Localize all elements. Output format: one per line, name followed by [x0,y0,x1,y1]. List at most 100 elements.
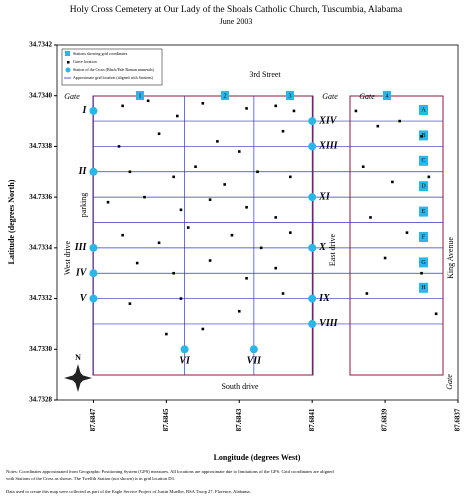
grid-square [419,181,428,192]
legend-label: Stations showing grid coordinates [73,51,128,56]
y-tick-label: 34.7340 [29,91,52,99]
grid-row-label: H [421,285,426,291]
grave-marker [405,231,409,234]
grid-square [136,91,144,100]
grave-marker [245,107,248,110]
grave-marker [256,170,259,174]
y-tick-label: 34.7332 [29,294,52,302]
grid-column-label: 1 [139,93,142,99]
grave-marker [369,216,372,219]
grid-row-label: D [421,184,426,190]
station-label: I [82,105,88,116]
road-label: West drive [63,240,72,275]
station-marker [89,269,98,278]
x-tick-label: 87.6839 [381,408,389,431]
station-marker [180,345,189,354]
note: Data used to create this map were collec… [6,489,251,495]
station-label: V [80,293,88,304]
legend-label: Grave location [73,59,97,64]
grid-square [221,91,229,100]
grid-square [419,105,428,115]
grave-marker [216,140,219,143]
gate-label: Gate [359,92,375,101]
station-label: IX [318,293,330,304]
road-label: South drive [221,382,259,391]
grid-row-label: C [421,158,425,164]
grid-row-label: F [422,234,426,240]
grave-marker [179,208,183,212]
x-tick-label: 87.6847 [89,408,97,431]
title: Holy Cross Cemetery at Our Lady of the S… [70,4,403,15]
north-label: N [75,353,81,362]
grave-marker [237,309,241,313]
grave-marker [274,104,278,108]
grid-square [419,257,428,268]
street-label: 3rd Street [249,70,281,79]
grave-marker [106,200,110,204]
grave-marker [281,292,285,295]
grave-marker [391,180,394,184]
grave-marker [128,302,132,305]
station-marker [308,243,317,252]
grid-row-label: E [422,209,426,215]
legend: Stations showing grid coordinates Grave … [61,48,163,86]
grid-square [419,130,428,141]
grave-marker [292,109,296,113]
grave-marker [121,233,124,237]
grave-marker [245,276,248,280]
station-marker [89,106,98,115]
grave-marker [201,327,205,331]
grave-marker [420,134,423,138]
grave-marker [117,145,121,148]
grid-column-label: 4 [386,93,389,99]
station-marker [308,193,317,202]
station-label: XIV [318,115,338,126]
x-tick-label: 87.6845 [162,408,170,431]
grave-marker [361,165,365,169]
gate-label: Gate [64,92,80,101]
grave-marker [143,195,146,199]
station-label: II [78,166,88,177]
grave-marker [165,332,168,336]
grid-square [419,232,428,242]
y-tick-label: 34.7330 [29,345,52,353]
station-label: III [74,242,88,253]
station-label: IV [75,268,88,279]
x-tick-label: 87.6841 [308,408,316,431]
station-marker [89,167,98,176]
grave-marker [230,233,234,237]
road-label: East drive [328,233,337,266]
grave-marker [274,266,278,270]
y-tick-label: 34.7336 [29,193,52,201]
grid-square [419,155,428,166]
grave-marker [383,256,387,260]
grave-marker [365,292,369,295]
road-outline [92,95,314,376]
station-marker [308,294,317,303]
gate-label: Gate [322,92,338,101]
station-label: VII [247,356,263,367]
y-tick-label: 34.7338 [29,142,52,150]
x-tick-label: 87.6837 [454,408,462,431]
grid-square [383,91,391,100]
plot-frame [56,44,459,401]
grave-marker [398,119,401,123]
grave-marker [245,205,248,209]
grave-marker [376,124,380,128]
grave-marker [420,271,423,275]
grave-marker [237,150,241,153]
station-marker [89,294,98,303]
road-label: King Avenue [446,237,455,279]
legend-label: Approximate grid location (aligned with … [73,75,154,80]
station-label: X [318,242,326,253]
station-marker [308,142,317,151]
grave-marker [194,165,197,169]
grave-marker [223,183,226,186]
grave-marker [172,175,175,179]
grave-marker [176,114,179,118]
grave-marker [121,104,124,108]
gate-label: Gate [445,374,454,390]
station-label: XIII [318,141,338,152]
